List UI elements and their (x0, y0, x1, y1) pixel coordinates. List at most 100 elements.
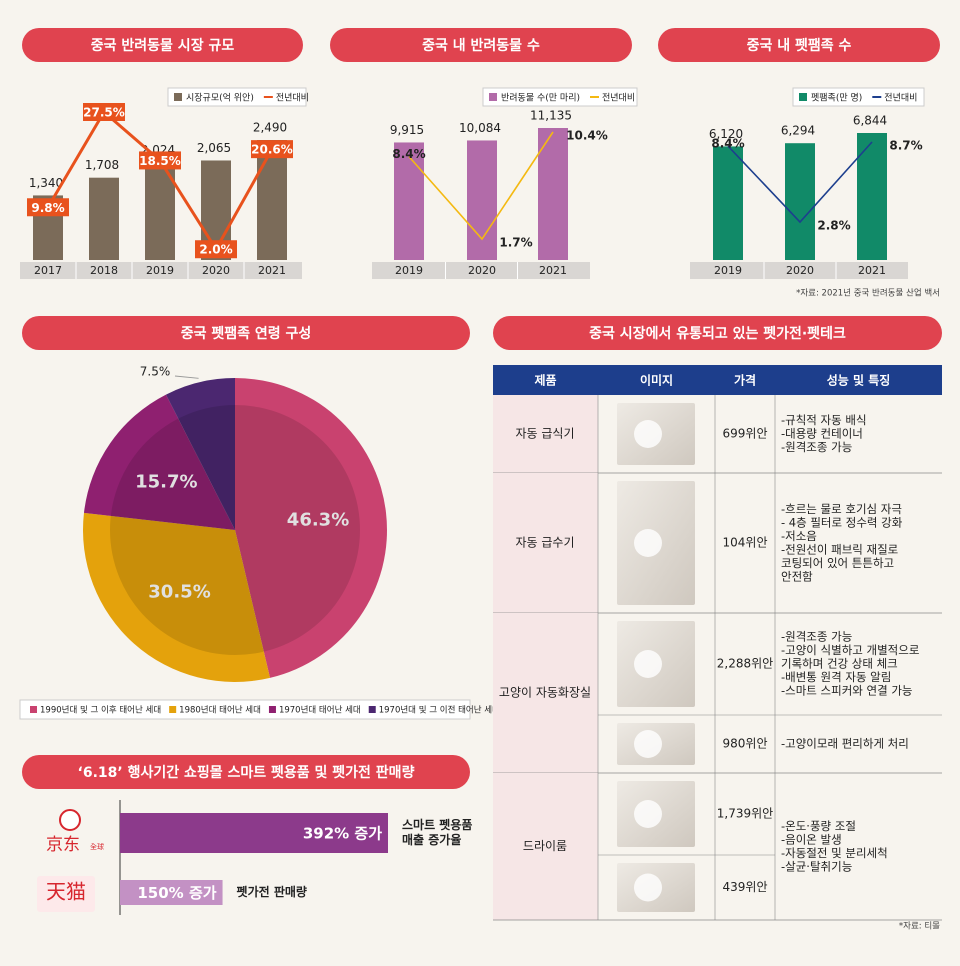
product-name: 자동 급수기 (515, 536, 574, 550)
x-tick-label: 2018 (90, 264, 118, 277)
feature-text: -배변통 원격 자동 알림 (781, 670, 891, 684)
bar (257, 140, 287, 260)
feature-text: -살균·탈취기능 (781, 859, 852, 873)
image-detail (634, 420, 662, 448)
logo: 天猫 (46, 880, 86, 904)
feature-text: -자동절전 및 분리세척 (781, 846, 888, 860)
line-value-label: 8.4% (711, 137, 744, 151)
line-value-label: 9.8% (31, 201, 64, 215)
bar (857, 133, 887, 260)
product-cell (493, 473, 598, 613)
source-note: *자료: 2021년 중국 반려동물 산업 백서 (796, 288, 940, 299)
bar-value-label: 9,915 (390, 123, 424, 137)
bar-value-label: 1,340 (29, 176, 63, 190)
product-cell (493, 613, 598, 773)
bar (120, 813, 388, 853)
legend-swatch (799, 93, 807, 101)
feature-text: -음이온 발생 (781, 832, 842, 846)
bar-value-label: 2,490 (253, 121, 287, 135)
pie-slice (235, 378, 387, 678)
section-title: ‘6.18’ 행사기간 쇼핑몰 스마트 펫용품 및 펫가전 판매량 (78, 764, 415, 781)
bar (785, 143, 815, 260)
section-title: 중국 펫팸족 연령 구성 (181, 325, 312, 342)
legend-label: 전년대비 (276, 93, 309, 104)
feature-text: -대용량 컨테이너 (781, 427, 863, 441)
logo-box (37, 876, 95, 912)
feature-text: -흐르는 물로 호기심 자극 (781, 502, 902, 516)
legend-label: 시장규모(억 위안) (186, 92, 254, 104)
section-title: 중국 내 반려동물 수 (422, 37, 540, 54)
feature-text: -고양이 식별하고 개별적으로 (781, 643, 919, 657)
section-title: 중국 반려동물 시장 규모 (91, 37, 235, 54)
value-box (139, 151, 181, 170)
bar-annotation: 스마트 펫용품 (402, 817, 472, 832)
line-value-label: 2.0% (199, 243, 232, 257)
line-value-label: 20.6% (251, 143, 293, 157)
table-header-cell: 이미지 (640, 373, 673, 388)
product-name: 자동 급식기 (515, 427, 574, 441)
feature-text: -전원선이 패브릭 재질로 (781, 542, 898, 556)
bar-value-label: 11,135 (530, 109, 572, 123)
bar (89, 177, 119, 260)
feature-text: 안전함 (781, 569, 813, 583)
bar-value-label: 6,120 (709, 127, 743, 141)
line-value-label: 27.5% (83, 106, 125, 120)
pie-label: 46.3% (287, 509, 349, 530)
x-tick-label: 2020 (202, 264, 230, 277)
pie-slice (165, 378, 235, 530)
legend-box (792, 87, 925, 107)
feature-text: -원격조종 가능 (781, 440, 852, 454)
pie-slice (83, 394, 235, 530)
image-detail (634, 800, 662, 828)
legend-swatch (368, 706, 376, 713)
x-tick-label: 2020 (468, 264, 496, 277)
bar-value-label: 2,065 (197, 141, 231, 155)
legend-label: 전년대비 (602, 93, 635, 104)
line-value-label: 1.7% (499, 236, 532, 250)
legend-swatch (30, 706, 37, 713)
bar (120, 880, 223, 905)
legend-box (19, 699, 471, 720)
price: 980위안 (723, 737, 768, 751)
feature-text: -규칙적 자동 배식 (781, 413, 867, 427)
value-box (27, 198, 69, 217)
feature-text: -스마트 스피커와 연결 가능 (781, 684, 913, 698)
legend-label: 1990년대 및 그 이후 태어난 세대 (40, 705, 161, 716)
bar-annotation: 펫가전 판매량 (237, 884, 307, 899)
x-tick-label: 2019 (714, 264, 742, 277)
pie-inner-shade (110, 405, 360, 655)
axis-band (372, 262, 590, 279)
bar-value-label: 392% 증가 (303, 825, 382, 843)
feature-text: - 4층 필터로 정수력 강화 (781, 515, 903, 529)
legend-label: 펫팸족(만 명) (811, 93, 862, 104)
table-header-cell: 성능 및 특징 (827, 373, 891, 388)
pie-label: 15.7% (135, 471, 197, 492)
pie-slice (82, 512, 271, 682)
price: 1,739위안 (717, 807, 773, 821)
value-box (195, 240, 237, 259)
feature-text: 기록하며 건강 상태 체크 (781, 657, 898, 671)
price: 699위안 (723, 427, 768, 441)
section-title: 중국 내 펫팸족 수 (747, 37, 852, 54)
axis-band (20, 262, 302, 279)
value-box (251, 140, 293, 159)
leader-line (174, 375, 199, 379)
bar-value-label: 150% 증가 (137, 884, 216, 902)
bar-annotation: 매출 증가율 (402, 832, 461, 847)
table-header-cell: 제품 (534, 374, 556, 388)
feature-text: 코팅되어 있어 튼튼하고 (781, 556, 894, 570)
x-tick-label: 2017 (34, 264, 62, 277)
legend-swatch (169, 706, 177, 713)
x-tick-label: 2021 (539, 264, 567, 277)
bar-value-label: 10,084 (459, 121, 501, 135)
image-detail (634, 650, 662, 678)
line-value-label: 8.7% (889, 139, 922, 153)
bar (538, 128, 568, 260)
x-tick-label: 2021 (858, 264, 886, 277)
bar-value-label: 1,708 (85, 158, 119, 172)
x-tick-label: 2020 (786, 264, 814, 277)
legend-label: 전년대비 (884, 93, 917, 104)
pie-label: 30.5% (148, 582, 210, 603)
